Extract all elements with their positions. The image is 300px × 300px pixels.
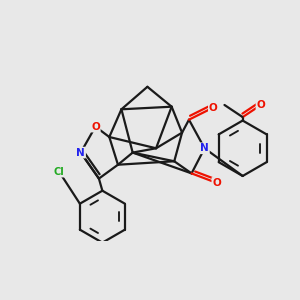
Text: N: N <box>200 143 209 153</box>
Text: N: N <box>76 148 85 158</box>
Text: O: O <box>209 103 218 112</box>
Text: O: O <box>91 122 100 132</box>
Text: O: O <box>212 178 221 188</box>
Text: O: O <box>256 100 265 110</box>
Text: Cl: Cl <box>54 167 64 177</box>
